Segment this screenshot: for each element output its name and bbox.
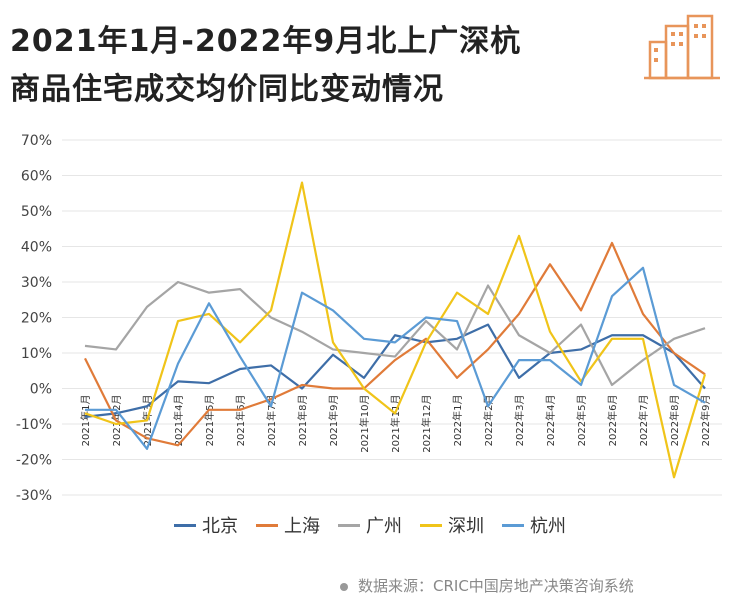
legend-item: 北京 xyxy=(174,512,238,538)
legend-item: 杭州 xyxy=(502,512,566,538)
legend: 北京 上海 广州 深圳 杭州 xyxy=(0,512,740,538)
x-tick-label: 2021年8月 xyxy=(296,395,309,447)
legend-label: 深圳 xyxy=(448,516,484,537)
y-tick-label: 0% xyxy=(30,382,52,398)
y-tick-label: 20% xyxy=(21,311,52,327)
y-tick-label: 70% xyxy=(21,133,52,149)
x-tick-label: 2022年2月 xyxy=(482,395,495,447)
y-tick-label: 30% xyxy=(21,275,52,291)
y-tick-label: 60% xyxy=(21,169,52,185)
buildings-logo-icon xyxy=(644,14,720,80)
x-tick-label: 2021年10月 xyxy=(358,395,371,453)
y-tick-label: -20% xyxy=(16,453,52,469)
title-line-1: 2021年1月-2022年9月北上广深杭 xyxy=(10,24,522,59)
legend-swatch xyxy=(420,523,442,527)
bullet-icon xyxy=(340,582,348,591)
title-line-2: 商品住宅成交均价同比变动情况 xyxy=(10,72,444,107)
x-tick-label: 2022年7月 xyxy=(637,395,650,447)
source-text: 数据来源：CRIC中国房地产决策咨询系统 xyxy=(358,577,634,595)
legend-label: 广州 xyxy=(366,516,402,537)
legend-swatch xyxy=(174,523,196,527)
x-tick-label: 2021年6月 xyxy=(234,395,247,447)
legend-swatch xyxy=(256,523,278,527)
x-tick-label: 2021年4月 xyxy=(172,395,185,447)
x-tick-label: 2021年11月 xyxy=(389,395,402,453)
legend-label: 杭州 xyxy=(530,516,566,537)
x-tick-label: 2021年7月 xyxy=(265,395,278,447)
y-tick-label: -10% xyxy=(16,417,52,433)
x-tick-label: 2021年1月 xyxy=(79,395,92,447)
x-tick-label: 2022年3月 xyxy=(513,395,526,447)
x-tick-label: 2021年9月 xyxy=(327,395,340,447)
chart-title: 2021年1月-2022年9月北上广深杭 商品住宅成交均价同比变动情况 xyxy=(10,18,521,114)
x-tick-label: 2022年8月 xyxy=(668,395,681,447)
y-tick-label: 50% xyxy=(21,204,52,220)
legend-swatch xyxy=(502,523,524,527)
x-tick-label: 2022年1月 xyxy=(451,395,464,447)
legend-item: 深圳 xyxy=(420,512,484,538)
x-tick-label: 2022年6月 xyxy=(606,395,619,447)
legend-item: 广州 xyxy=(338,512,402,538)
legend-label: 上海 xyxy=(284,516,320,537)
x-tick-label: 2022年4月 xyxy=(544,395,557,447)
x-tick-label: 2022年9月 xyxy=(699,395,712,447)
x-tick-label: 2022年5月 xyxy=(575,395,588,447)
legend-label: 北京 xyxy=(202,516,238,537)
y-tick-label: 10% xyxy=(21,346,52,362)
x-tick-label: 2021年5月 xyxy=(203,395,216,447)
source-note: 数据来源：CRIC中国房地产决策咨询系统 xyxy=(340,575,634,596)
legend-item: 上海 xyxy=(256,512,320,538)
legend-swatch xyxy=(338,523,360,527)
y-tick-label: 40% xyxy=(21,240,52,256)
y-tick-label: -30% xyxy=(16,488,52,504)
x-tick-label: 2021年12月 xyxy=(420,395,433,453)
